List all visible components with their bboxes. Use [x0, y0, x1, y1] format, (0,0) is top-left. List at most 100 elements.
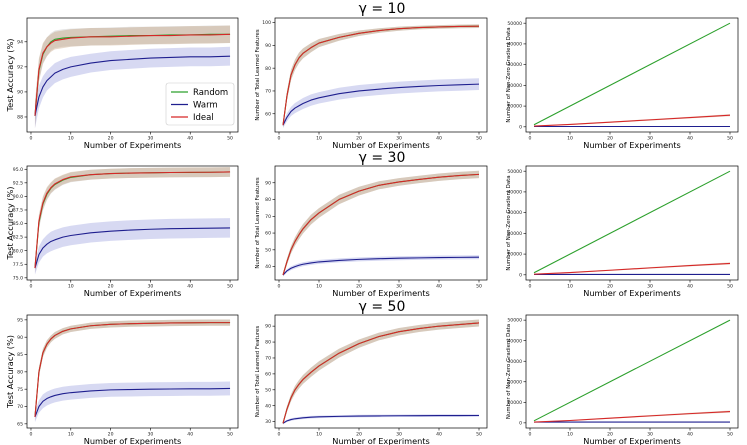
legend-label-warm: Warm [193, 101, 218, 111]
x-tick-label: 40 [687, 432, 693, 438]
x-tick-label: 30 [147, 284, 153, 290]
y-axis-label: Number of Non-Zero Gradient Data [506, 175, 512, 270]
panel-r1-c3: 0 10 20 30 40 5001000020000300004000050000Num… [506, 17, 739, 150]
x-tick-label: 10 [567, 432, 573, 438]
y-axis-label: Test Accuracy (%) [5, 335, 15, 409]
y-tick-label: 75 [17, 387, 23, 393]
x-tick-label: 30 [647, 432, 653, 438]
band-warm [34, 218, 231, 275]
plot-frame [26, 17, 239, 133]
plot-area [275, 315, 487, 428]
legend-label-ideal: Ideal [193, 113, 214, 123]
line-ideal [282, 25, 480, 126]
y-tick-label: 95 [17, 317, 23, 323]
x-tick-label: 30 [396, 432, 402, 438]
panel-r3-c1: 0 10 20 30 40 50 65 70 75 80 85 90 95 Number of Exper… [5, 314, 239, 445]
line-random [533, 22, 731, 126]
y-tick-label: 70 [265, 356, 271, 362]
x-tick-label: 40 [687, 284, 693, 290]
x-tick-label: 10 [316, 284, 322, 290]
legend: Random Warm Ideal [165, 82, 235, 126]
plot-area [27, 315, 238, 428]
x-tick-label: 30 [147, 432, 153, 438]
y-tick-label: 90 [265, 43, 271, 49]
y-tick-label: 20000 [507, 379, 522, 385]
line-warm [282, 256, 480, 276]
x-tick-label: 40 [436, 284, 442, 290]
y-tick-label: 40000 [507, 338, 522, 344]
y-tick-label: 90 [17, 90, 23, 96]
y-axis-label: Number of Non-Zero Gradient Data [506, 324, 512, 419]
y-tick-label: 87.5 [13, 208, 23, 214]
x-tick-label: 0 [529, 284, 532, 290]
x-tick-label: 30 [396, 136, 402, 142]
panel-r2-c3: 0 10 20 30 40 5001000020000300004000050000Num… [506, 165, 739, 298]
x-axis-label: Number of Experiments [84, 288, 182, 298]
x-tick-label: 50 [476, 136, 482, 142]
y-tick-label: 92 [17, 64, 23, 70]
plot-frame [274, 314, 488, 429]
plot-content [533, 22, 731, 128]
x-tick-label: 0 [30, 284, 33, 290]
y-tick-label: 92.5 [13, 180, 23, 186]
plot-content [533, 170, 731, 275]
plot-frame [525, 314, 739, 429]
y-tick-label: 0 [519, 272, 522, 278]
plot-area [275, 18, 487, 132]
x-axis-label: Number of Experiments [84, 140, 182, 150]
x-tick-label: 40 [187, 284, 193, 290]
line-warm [34, 55, 231, 116]
y-tick-label: 95.0 [13, 167, 23, 173]
x-tick-label: 0 [30, 432, 33, 438]
x-tick-label: 10 [68, 432, 74, 438]
y-tick-label: 40000 [507, 190, 522, 196]
y-tick-label: 70 [265, 214, 271, 220]
x-tick-label: 10 [316, 136, 322, 142]
y-tick-label: 10000 [507, 252, 522, 258]
line-ideal [34, 33, 231, 116]
y-tick-label: 85.0 [13, 221, 23, 227]
x-axis-label: Number of Experiments [583, 436, 681, 445]
y-tick-label: 40000 [507, 42, 522, 48]
y-tick-label: 90 [17, 335, 23, 341]
y-tick-label: 90 [265, 324, 271, 330]
y-tick-label: 88 [17, 115, 23, 121]
x-tick-label: 30 [647, 284, 653, 290]
row-title-1: γ = 10 [359, 1, 406, 17]
x-tick-label: 0 [529, 432, 532, 438]
x-tick-label: 40 [687, 136, 693, 142]
x-tick-label: 0 [278, 136, 281, 142]
plot-content [282, 170, 480, 277]
line-warm [282, 83, 480, 126]
y-tick-label: 90.0 [13, 194, 23, 200]
y-tick-label: 94 [17, 39, 23, 45]
x-axis-label: Number of Experiments [84, 436, 182, 445]
y-tick-label: 60 [265, 111, 271, 117]
plot-area [27, 166, 238, 280]
x-axis-label: Number of Experiments [332, 288, 430, 298]
x-tick-label: 10 [68, 136, 74, 142]
y-tick-label: 85 [17, 352, 23, 358]
y-tick-label: 80.0 [13, 248, 23, 254]
plot-frame [26, 165, 239, 281]
plot-content [533, 319, 731, 423]
x-tick-label: 20 [108, 432, 114, 438]
y-tick-label: 40 [265, 403, 271, 409]
x-tick-label: 20 [607, 432, 613, 438]
y-axis-label: Number of Total Learned Features [255, 326, 261, 417]
x-tick-label: 10 [567, 284, 573, 290]
plot-frame [26, 314, 239, 429]
x-tick-label: 40 [436, 432, 442, 438]
panel-r3-c3: 0 10 20 30 40 5001000020000300004000050000Num… [506, 314, 739, 445]
y-tick-label: 60 [265, 231, 271, 237]
y-tick-label: 0 [519, 124, 522, 130]
y-axis-label: Test Accuracy (%) [5, 39, 15, 113]
y-axis-label: Number of Total Learned Features [255, 29, 261, 120]
x-axis-label: Number of Experiments [332, 140, 430, 150]
line-ideal [282, 173, 480, 276]
band-warm [283, 78, 479, 128]
x-tick-label: 30 [396, 284, 402, 290]
y-tick-label: 60 [265, 371, 271, 377]
x-tick-label: 50 [227, 432, 233, 438]
x-axis-label: Number of Experiments [583, 288, 681, 298]
